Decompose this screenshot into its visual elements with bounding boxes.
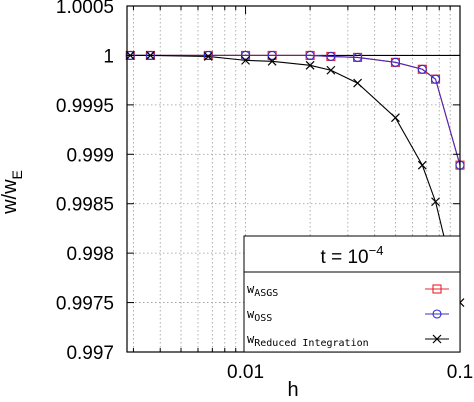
legend-title: t = 10−4 <box>321 243 384 268</box>
legend-label-sub: Reduced Integration <box>254 338 368 349</box>
x-tick-label: 0.01 <box>227 362 264 383</box>
legend-title-exponent: −4 <box>369 243 384 258</box>
legend-label-main: w <box>247 307 255 321</box>
data-point-reduced-integration <box>145 51 155 60</box>
data-point-oss <box>430 74 441 84</box>
data-point-reduced-integration <box>203 51 213 61</box>
legend-label-sub: OSS <box>254 313 272 324</box>
legend-label-main: w <box>247 332 255 346</box>
legend-title-text: t = 10 <box>321 247 369 268</box>
data-point-reduced-integration <box>267 56 277 66</box>
series-line-oss <box>130 54 461 166</box>
legend-box <box>243 235 461 353</box>
data-point-oss <box>203 50 213 60</box>
data-point-oss <box>305 50 315 60</box>
y-tick-labels: 0.997 0.9975 0.998 0.9985 0.999 0.9995 1 1.0005 <box>56 0 114 364</box>
data-point-oss <box>145 50 155 60</box>
x-axis-label: h <box>287 379 298 401</box>
data-point-reduced-integration <box>431 197 440 207</box>
legend-marker-reduced-integration <box>432 334 442 344</box>
y-tick-label: 0.997 <box>66 343 114 364</box>
legend-label-asgs: wASGS <box>247 282 278 299</box>
data-point-oss <box>267 50 277 60</box>
x-tick-labels: 0.01 0.1 <box>227 362 473 383</box>
y-tick-label: 0.9975 <box>56 294 114 315</box>
legend-label-oss: wOSS <box>247 307 272 324</box>
data-point-oss <box>353 52 363 62</box>
data-point-oss <box>241 50 251 60</box>
data-point-oss <box>125 50 135 60</box>
data-point-reduced-integration <box>241 55 250 65</box>
data-point-reduced-integration <box>353 78 363 88</box>
y-tick-label: 1.0005 <box>56 0 114 18</box>
y-axis-label-main: w/w <box>0 179 21 215</box>
data-point-oss <box>417 64 427 74</box>
data-point-reduced-integration <box>391 113 400 123</box>
series-lines <box>130 54 461 303</box>
y-tick-label: 0.998 <box>66 244 114 265</box>
y-tick-label: 0.9985 <box>56 195 114 216</box>
data-point-reduced-integration <box>417 160 427 170</box>
y-tick-label: 0.9995 <box>56 96 114 117</box>
data-point-reduced-integration <box>326 65 336 75</box>
legend-label-sub: ASGS <box>254 288 278 299</box>
legend-marker-oss <box>432 309 442 319</box>
y-axis-label-sub: E <box>9 170 25 179</box>
data-point-reduced-integration <box>305 60 315 70</box>
x-tick-label: 0.1 <box>447 362 473 383</box>
y-axis-label: w/wE <box>0 170 25 215</box>
y-tick-label: 1 <box>103 46 114 67</box>
series-line-asgs <box>130 54 461 166</box>
y-tick-label: 0.999 <box>66 145 114 166</box>
legend-label-reduced-integration: wReduced Integration <box>247 332 369 349</box>
legend-marker-asgs <box>432 284 442 294</box>
data-point-oss <box>326 51 336 61</box>
series-line-reduced-integration <box>130 54 461 303</box>
legend-label-main: w <box>247 282 255 296</box>
data-point-oss <box>390 57 400 67</box>
